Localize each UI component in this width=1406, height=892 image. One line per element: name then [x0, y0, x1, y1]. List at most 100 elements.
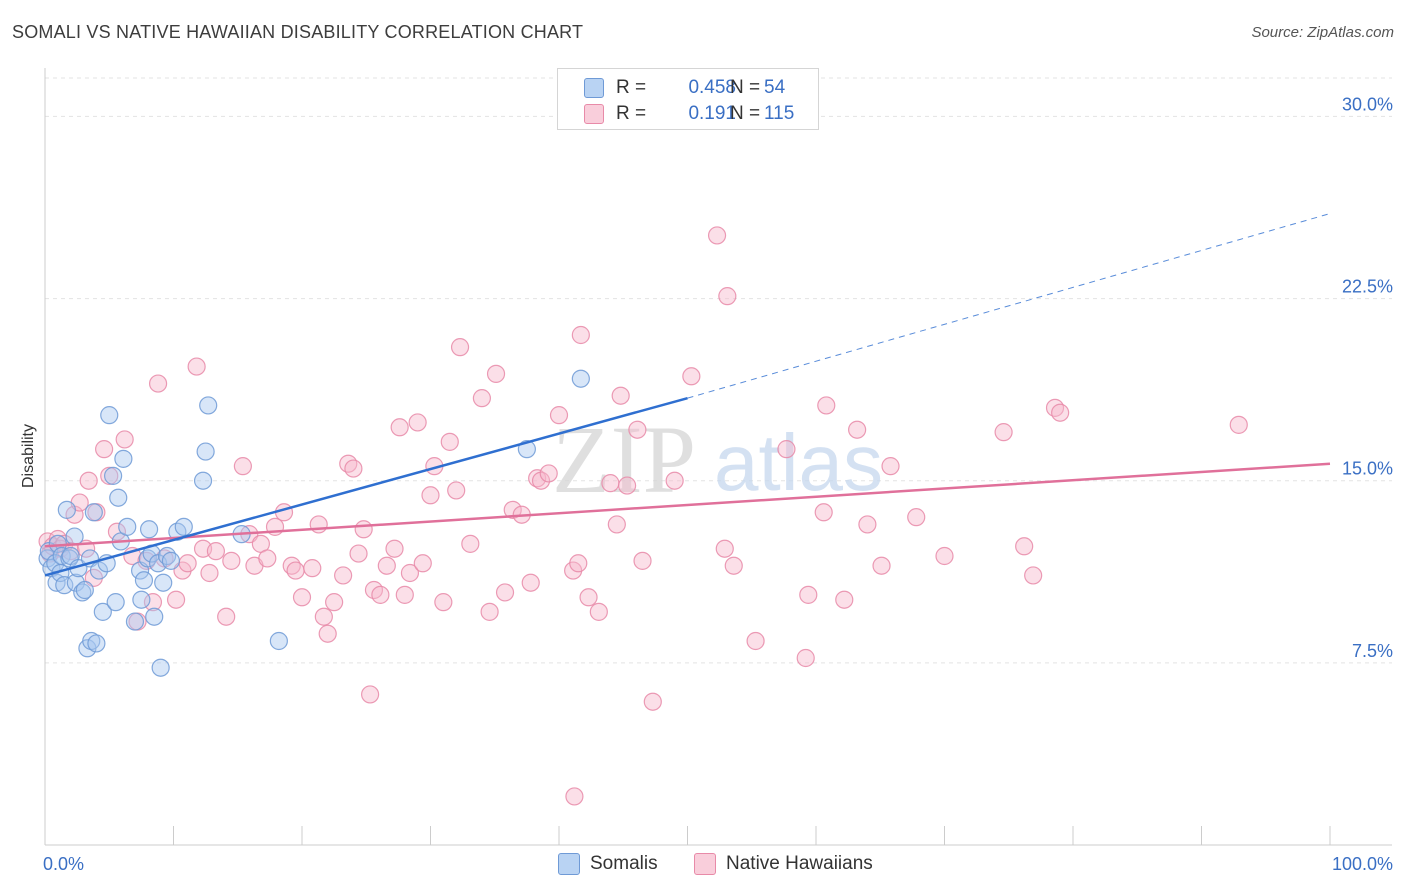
hawaiian-point: [579, 588, 598, 607]
hawaiian-point: [339, 454, 358, 473]
tick-labels: 7.5% 15.0% 22.5% 30.0% 0.0% 100.0%: [43, 94, 1393, 874]
hawaiian-point: [607, 515, 626, 534]
hawaiian-point: [166, 590, 186, 609]
somali-point: [100, 406, 119, 425]
hawaiian-point: [233, 457, 252, 476]
hawaiian-point: [569, 554, 588, 573]
hawaiian-point: [400, 563, 420, 583]
somali-point: [139, 520, 159, 539]
hawaiian-point: [385, 539, 404, 558]
somali-swatch: [558, 853, 580, 875]
hawaiian-point: [344, 459, 363, 478]
somali-point: [106, 593, 125, 612]
hawaiian-point: [848, 420, 867, 439]
hawaiian-point: [611, 386, 630, 405]
n-value: 54: [764, 77, 786, 98]
watermark-atlas: atlas: [714, 418, 883, 507]
somali-point: [174, 517, 193, 536]
trend-line-somalis: [44, 396, 688, 577]
r-value: 0.458: [688, 77, 736, 98]
hawaiian-point: [178, 554, 197, 573]
hawaiian-point: [814, 503, 833, 522]
hawaiian-point: [707, 226, 727, 245]
hawaiian-point: [286, 561, 305, 580]
axes: [44, 68, 1392, 846]
hawaiian-point: [549, 406, 569, 425]
hawaiian-point: [361, 685, 380, 704]
hawaiian-point: [724, 556, 743, 575]
hawaiian-point: [1051, 403, 1070, 422]
hawaiian-point: [408, 413, 427, 432]
n-label: N =: [730, 77, 761, 98]
hawaiian-point: [495, 583, 515, 602]
hawaiian-point: [539, 464, 558, 483]
hawaiian-point: [628, 420, 647, 439]
legend-label: Native Hawaiians: [726, 853, 873, 874]
hawaiian-point: [187, 357, 206, 376]
somali-point: [84, 503, 103, 522]
trend-line-native-hawaiians: [44, 462, 1331, 548]
hawaiian-point: [935, 546, 954, 566]
hawaiian-point: [395, 585, 414, 604]
hawaiian-point: [79, 471, 98, 490]
hawaiian-point: [143, 593, 163, 612]
hawaiian-point: [95, 440, 114, 459]
somali-point: [109, 488, 128, 507]
hawaiian-point: [665, 471, 684, 490]
series-legend: Somalis Native Hawaiians: [0, 852, 1406, 876]
somali-point: [134, 571, 154, 590]
somali-point: [269, 631, 288, 651]
hawaiian-point: [325, 593, 344, 612]
hawaiian-point: [217, 607, 236, 626]
hawaiian-point: [354, 520, 373, 539]
y-tick-label: 15.0%: [1342, 459, 1393, 479]
n-label: N =: [730, 103, 761, 124]
series-somalis: [38, 369, 590, 677]
y-tick-label: 22.5%: [1342, 277, 1393, 297]
somali-point: [75, 580, 94, 600]
watermark-zip: ZIP: [552, 406, 696, 513]
hawaiian-point: [334, 566, 353, 585]
hawaiian-point: [633, 551, 652, 570]
somali-point: [125, 612, 145, 631]
hawaiian-point: [521, 573, 540, 592]
hawaiian-point: [994, 423, 1013, 442]
hawaiian-point: [643, 692, 662, 711]
trend-line-somalis-extension: [687, 213, 1331, 399]
hawaiian-point: [107, 522, 127, 541]
somali-point: [132, 590, 151, 609]
hawaiian-point: [314, 607, 333, 626]
hawaiian-point: [450, 338, 470, 357]
x-tick-label: 0.0%: [43, 854, 84, 874]
somali-point: [193, 471, 213, 490]
somali-point: [154, 573, 173, 592]
hawaiian-point: [258, 549, 277, 568]
hawaiian-point: [777, 440, 796, 459]
hawaiian-point: [799, 585, 818, 604]
series-native-hawaiians: [38, 226, 1248, 806]
somali-point: [87, 634, 106, 653]
r-label: R =: [616, 77, 647, 98]
somali-point: [89, 561, 109, 580]
hawaiian-point: [434, 593, 453, 612]
somali-swatch: [584, 78, 604, 98]
hawaiian-point: [148, 374, 168, 393]
hawaiian-point: [309, 515, 328, 534]
watermark: ZIP atlas: [552, 406, 883, 513]
hawaiian-point: [222, 551, 241, 570]
hawaiian-swatch: [584, 104, 604, 124]
hawaiian-point: [872, 556, 891, 575]
hawaiian-point: [200, 563, 219, 583]
hawaiian-point: [100, 466, 119, 485]
somali-point: [571, 369, 590, 388]
hawaiian-point: [1024, 566, 1043, 585]
somali-point: [93, 602, 112, 621]
somali-point: [104, 466, 123, 485]
somali-point: [118, 517, 137, 536]
hawaiian-point: [746, 631, 765, 651]
somali-point: [57, 500, 76, 519]
hawaiian-point: [881, 457, 900, 476]
somali-point: [196, 442, 215, 461]
legend-label: Somalis: [590, 853, 658, 874]
